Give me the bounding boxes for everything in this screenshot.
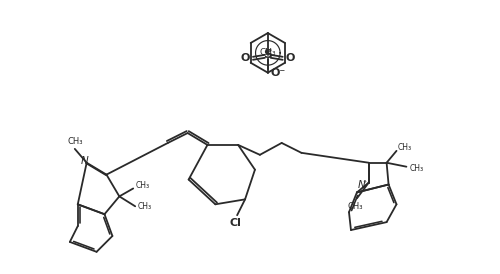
Text: CH₃: CH₃ xyxy=(260,48,276,57)
Text: CH₃: CH₃ xyxy=(138,202,152,211)
Text: O⁻: O⁻ xyxy=(270,68,285,78)
Text: CH₃: CH₃ xyxy=(67,138,82,146)
Text: CH₃: CH₃ xyxy=(409,164,424,173)
Text: S: S xyxy=(264,48,272,61)
Text: ⁺: ⁺ xyxy=(363,179,367,188)
Text: N: N xyxy=(81,156,88,166)
Text: CH₃: CH₃ xyxy=(347,202,362,211)
Text: N: N xyxy=(358,179,366,190)
Text: O: O xyxy=(240,53,250,63)
Text: CH₃: CH₃ xyxy=(136,181,150,190)
Text: O: O xyxy=(286,53,296,63)
Text: Cl: Cl xyxy=(229,218,241,228)
Text: CH₃: CH₃ xyxy=(398,143,411,152)
